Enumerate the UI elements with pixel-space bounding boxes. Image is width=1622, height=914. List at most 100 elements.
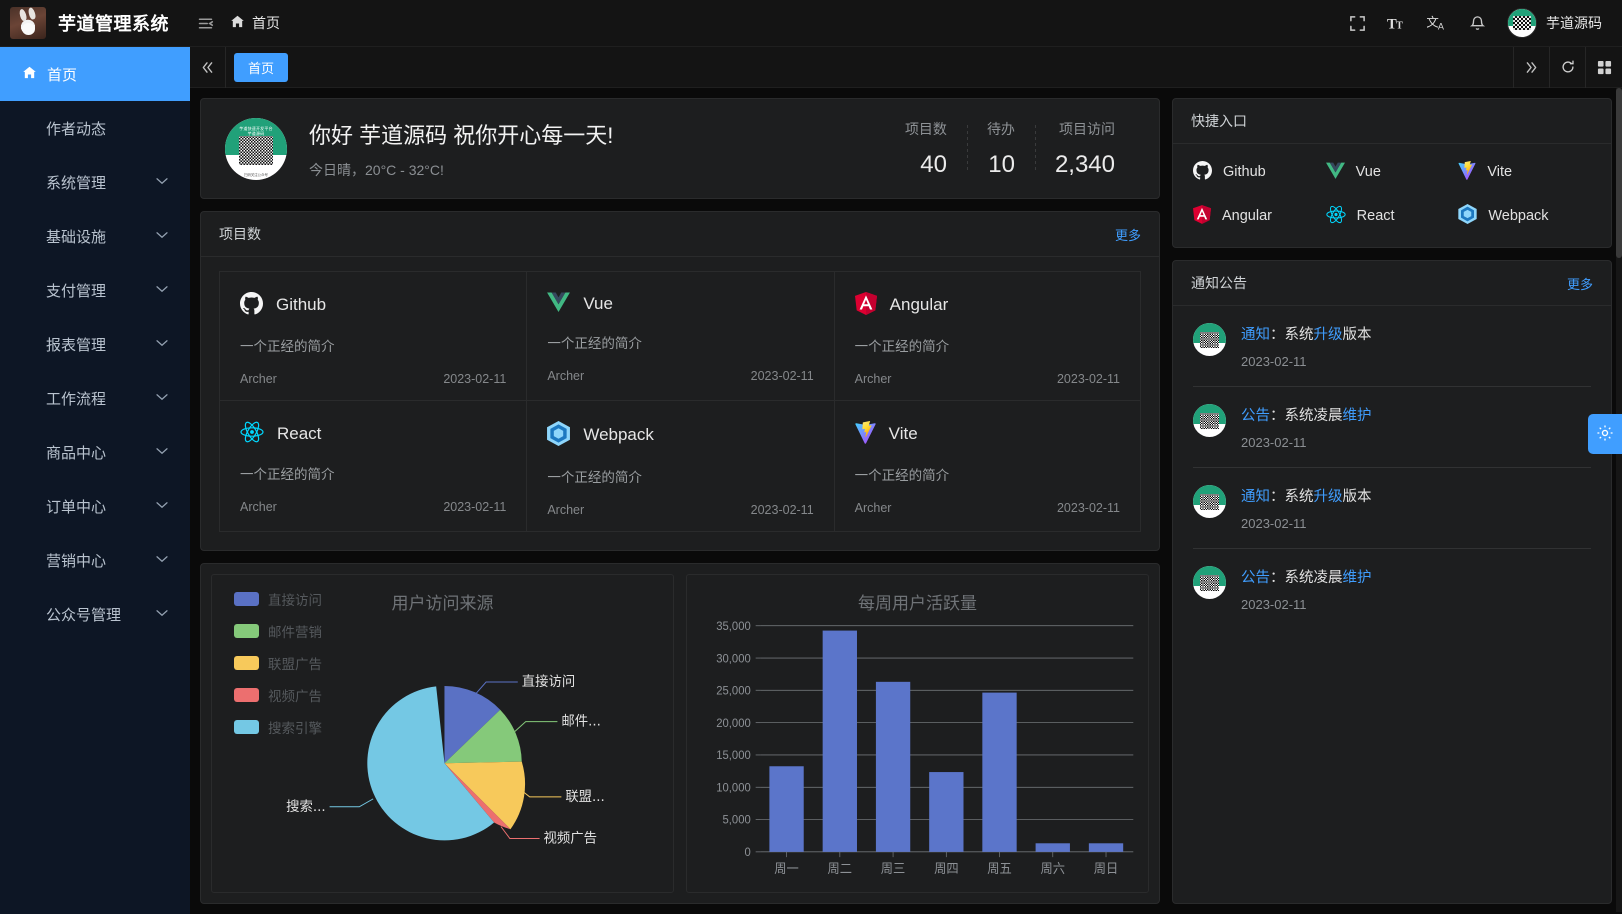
chevron-double-left-icon[interactable] (190, 46, 226, 88)
stat-value: 2,340 (1054, 150, 1115, 178)
fullscreen-icon[interactable] (1337, 0, 1377, 47)
notice-item[interactable]: 公告：系统凌晨维护 2023-02-11 (1193, 548, 1591, 629)
y-tick-label: 10,000 (716, 781, 751, 794)
sidebar-item-home[interactable]: 首页 (0, 47, 190, 101)
sidebar-item-marketing-center[interactable]: 营销中心 (0, 533, 190, 587)
y-tick-label: 5,000 (723, 813, 752, 826)
qrcode-avatar (1193, 323, 1226, 356)
font-size-icon[interactable]: T T (1377, 0, 1417, 47)
projects-more-link[interactable]: 更多 (1114, 227, 1141, 243)
pie-callout-label: 直接访问 (522, 673, 575, 690)
sidebar-item-label: 基础设施 (46, 228, 107, 246)
notice-title[interactable]: 公告：系统凌晨维护 (1241, 570, 1372, 586)
refresh-icon[interactable] (1550, 46, 1586, 88)
avatar (1507, 8, 1537, 38)
x-tick-label: 周三 (881, 862, 906, 878)
legend-item[interactable]: 搜索引擎 (234, 717, 322, 737)
projects-grid: Github 一个正经的简介 Archer 2023-02-11 (219, 271, 1141, 532)
project-card-github[interactable]: Github 一个正经的简介 Archer 2023-02-11 (219, 271, 527, 400)
legend-label: 邮件营销 (268, 625, 322, 640)
bar (1035, 843, 1070, 852)
translate-icon[interactable]: 文 A (1417, 0, 1457, 47)
tabs-strip: 首页 (226, 46, 1514, 88)
quick-item-vue[interactable]: Vue (1325, 161, 1459, 183)
project-date: 2023-02-11 (750, 503, 814, 517)
y-tick-label: 20,000 (716, 716, 751, 729)
sidebar-item-workflow[interactable]: 工作流程 (0, 371, 190, 425)
project-date: 2023-02-11 (750, 369, 814, 383)
user-menu[interactable]: 芋道源码 (1497, 8, 1608, 38)
chevron-down-icon (156, 176, 168, 188)
quick-item-react[interactable]: React (1325, 204, 1459, 227)
page-scrollbar[interactable] (1616, 88, 1622, 912)
project-card-webpack[interactable]: Webpack 一个正经的简介 Archer 2023-02-11 (526, 400, 834, 532)
project-card-vite[interactable]: Vite 一个正经的简介 Archer 2023-02-11 (833, 400, 1141, 532)
grid-icon[interactable] (1586, 47, 1622, 88)
angular-icon (854, 292, 877, 318)
legend-label: 直接访问 (268, 593, 322, 608)
notice-item[interactable]: 通知：系统升级版本 2023-02-11 (1193, 467, 1591, 548)
chevron-double-right-icon[interactable] (1514, 46, 1550, 88)
settings-handle[interactable] (1588, 414, 1622, 454)
project-date: 2023-02-11 (1056, 372, 1120, 386)
sidebar-item-label: 订单中心 (46, 498, 107, 516)
vite-icon (854, 420, 876, 447)
sidebar-item-payment[interactable]: 支付管理 (0, 263, 190, 317)
notice-card-header: 通知公告 更多 (1173, 261, 1611, 306)
brand[interactable]: 芋道管理系统 (10, 7, 188, 39)
sidebar-item-product-center[interactable]: 商品中心 (0, 425, 190, 479)
tab-home[interactable]: 首页 (234, 52, 289, 82)
chevron-down-icon (156, 284, 168, 296)
project-card-react[interactable]: React 一个正经的简介 Archer 2023-02-11 (219, 400, 527, 532)
menu-fold-icon[interactable] (188, 15, 222, 32)
quick-item-github[interactable]: Github (1193, 161, 1326, 183)
notice-title[interactable]: 通知：系统升级版本 (1241, 489, 1372, 505)
pie-chart-title: 用户访问来源 (391, 594, 494, 613)
avatar-caption-bottom: 扫码关注公众号 (244, 172, 268, 177)
sidebar: 首页 作者动态 系统管理 基础设施 支付管理 (0, 47, 190, 914)
x-tick-label: 周日 (1094, 862, 1119, 878)
chevron-down-icon (156, 500, 168, 512)
pie-callouts (329, 681, 562, 840)
bell-icon[interactable] (1457, 0, 1497, 47)
svg-text:A: A (1438, 21, 1445, 31)
notice-date: 2023-02-11 (1241, 516, 1307, 531)
sidebar-item-report[interactable]: 报表管理 (0, 317, 190, 371)
legend-label: 搜索引擎 (268, 721, 322, 736)
sidebar-item-system[interactable]: 系统管理 (0, 155, 190, 209)
chevron-down-icon (156, 338, 168, 350)
notice-title[interactable]: 公告：系统凌晨维护 (1241, 408, 1372, 424)
chevron-down-icon (156, 608, 168, 620)
legend-item[interactable]: 邮件营销 (234, 621, 322, 641)
angular-icon (1193, 204, 1211, 227)
quick-item-webpack[interactable]: Webpack (1458, 204, 1591, 227)
bar-chart: 每周用户活跃量 (686, 574, 1149, 893)
quick-item-label: Angular (1222, 207, 1272, 224)
pie-callout-label: 邮件... (561, 714, 600, 730)
breadcrumb[interactable]: 首页 (230, 13, 280, 33)
quick-item-angular[interactable]: Angular (1193, 204, 1326, 227)
sidebar-item-infrastructure[interactable]: 基础设施 (0, 209, 190, 263)
bars (769, 630, 1124, 852)
legend-item[interactable]: 直接访问 (234, 589, 322, 609)
notice-title[interactable]: 通知：系统升级版本 (1241, 327, 1372, 343)
project-card-angular[interactable]: Angular 一个正经的简介 Archer 2023-02-11 (833, 271, 1141, 400)
legend-item[interactable]: 视频广告 (234, 685, 322, 705)
project-card-vue[interactable]: Vue 一个正经的简介 Archer 2023-02-11 (526, 271, 834, 400)
notice-more-link[interactable]: 更多 (1566, 276, 1593, 292)
stat-label: 待办 (986, 120, 1015, 137)
quick-item-vite[interactable]: Vite (1458, 160, 1591, 183)
welcome-card: 芋道快速开发平台 芋道源码 扫码关注公众号 你好 芋道源码 祝你开心每一天! 今日… (200, 98, 1160, 199)
legend-swatch (234, 688, 259, 702)
notice-item[interactable]: 公告：系统凌晨维护 2023-02-11 (1193, 386, 1591, 467)
bar (769, 766, 804, 852)
sidebar-item-mp-management[interactable]: 公众号管理 (0, 587, 190, 641)
sidebar-item-order-center[interactable]: 订单中心 (0, 479, 190, 533)
legend-item[interactable]: 联盟广告 (234, 653, 322, 673)
project-name: Webpack (583, 425, 654, 444)
sidebar-item-label: 营销中心 (46, 552, 107, 570)
notice-item[interactable]: 通知：系统升级版本 2023-02-11 (1193, 306, 1591, 386)
top-header: 芋道管理系统 首页 T T (0, 0, 1622, 47)
sidebar-item-author-news[interactable]: 作者动态 (0, 101, 190, 155)
